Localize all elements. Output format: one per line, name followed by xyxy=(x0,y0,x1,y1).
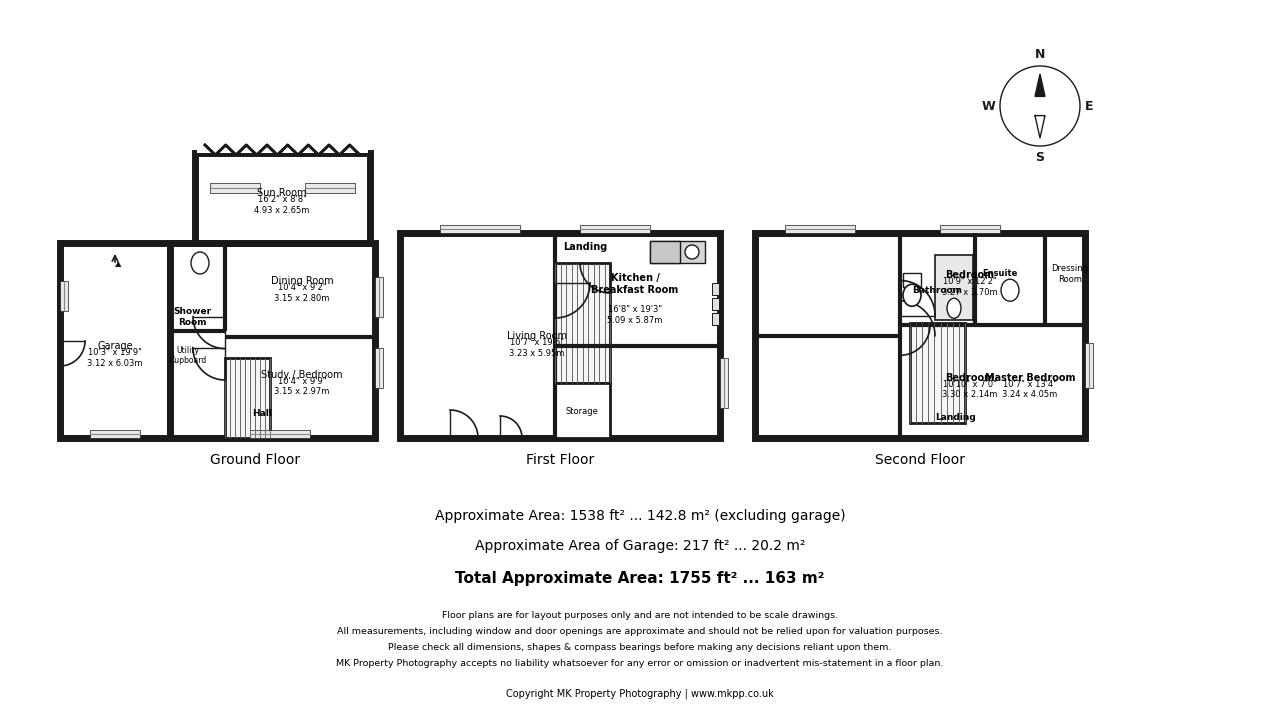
Bar xyxy=(305,183,355,193)
Bar xyxy=(934,255,973,320)
Ellipse shape xyxy=(902,284,922,306)
Bar xyxy=(375,276,383,316)
Text: 10'4" x 9'2"
3.15 x 2.80m: 10'4" x 9'2" 3.15 x 2.80m xyxy=(274,284,330,303)
Text: 16'8" x 19'3"
5.09 x 5.87m: 16'8" x 19'3" 5.09 x 5.87m xyxy=(607,305,663,324)
Bar xyxy=(712,299,719,310)
Bar xyxy=(60,281,68,311)
Text: Total Approximate Area: 1755 ft² ... 163 m²: Total Approximate Area: 1755 ft² ... 163… xyxy=(456,571,824,586)
Bar xyxy=(556,263,611,383)
Text: E: E xyxy=(1085,100,1093,112)
Text: Second Floor: Second Floor xyxy=(876,453,965,467)
Text: Storage: Storage xyxy=(566,407,599,415)
Text: ▲: ▲ xyxy=(115,259,122,268)
Text: 10'3" x 19'9"
3.12 x 6.03m: 10'3" x 19'9" 3.12 x 6.03m xyxy=(87,348,143,368)
Text: Bedroom: Bedroom xyxy=(946,270,995,280)
Text: All measurements, including window and door openings are approximate and should : All measurements, including window and d… xyxy=(337,627,943,637)
Text: Bathroom: Bathroom xyxy=(911,286,963,295)
Bar xyxy=(195,153,370,243)
Text: 10'7" x 19'6"
3.23 x 5.95m: 10'7" x 19'6" 3.23 x 5.95m xyxy=(509,338,564,358)
Bar xyxy=(60,243,170,438)
Bar xyxy=(225,358,270,438)
Text: 10'4" x 9'9"
3.15 x 2.97m: 10'4" x 9'9" 3.15 x 2.97m xyxy=(274,377,330,396)
Text: Study / Bedroom: Study / Bedroom xyxy=(261,369,343,379)
Text: Sun Room: Sun Room xyxy=(257,188,307,198)
Bar xyxy=(712,314,719,325)
Bar xyxy=(785,225,855,233)
Polygon shape xyxy=(1036,74,1044,97)
Text: Approximate Area: 1538 ft² ... 142.8 m² (excluding garage): Approximate Area: 1538 ft² ... 142.8 m² … xyxy=(435,509,845,523)
Polygon shape xyxy=(1036,115,1044,138)
Text: S: S xyxy=(1036,151,1044,164)
Text: 10'9" x 12'2"
3.27 x 3.70m: 10'9" x 12'2" 3.27 x 3.70m xyxy=(942,277,998,297)
Bar xyxy=(940,225,1000,233)
Bar xyxy=(375,348,383,388)
Bar xyxy=(399,233,719,438)
Circle shape xyxy=(1000,66,1080,146)
Bar xyxy=(197,138,369,153)
Text: Kitchen /
Breakfast Room: Kitchen / Breakfast Room xyxy=(591,274,678,295)
Text: Copyright MK Property Photography | www.mkpp.co.uk: Copyright MK Property Photography | www.… xyxy=(506,689,774,700)
Bar xyxy=(1085,343,1093,388)
Text: W: W xyxy=(982,100,995,112)
Bar xyxy=(580,225,650,233)
Ellipse shape xyxy=(947,299,961,318)
Text: Floor plans are for layout purposes only and are not intended to be scale drawin: Floor plans are for layout purposes only… xyxy=(442,611,838,621)
Bar xyxy=(440,225,520,233)
Ellipse shape xyxy=(1001,279,1019,301)
Text: Shower
Room: Shower Room xyxy=(173,307,211,326)
Text: Hall: Hall xyxy=(252,409,273,417)
Ellipse shape xyxy=(191,252,209,274)
Bar xyxy=(650,241,680,263)
Bar xyxy=(712,284,719,295)
Text: Approximate Area of Garage: 217 ft² ... 20.2 m²: Approximate Area of Garage: 217 ft² ... … xyxy=(475,539,805,553)
Circle shape xyxy=(685,245,699,259)
Text: Master Bedroom: Master Bedroom xyxy=(984,372,1075,382)
Bar xyxy=(755,233,1085,438)
Bar xyxy=(556,383,611,438)
Text: Please check all dimensions, shapes & compass bearings before making any decisio: Please check all dimensions, shapes & co… xyxy=(388,644,892,652)
Text: Ground Floor: Ground Floor xyxy=(210,453,300,467)
Text: 10'10" x 7'0"
3.30 x 2.14m: 10'10" x 7'0" 3.30 x 2.14m xyxy=(942,380,997,400)
Text: N: N xyxy=(1034,48,1046,61)
Text: Landing: Landing xyxy=(934,414,975,422)
Text: 16'2" x 8'8"
4.93 x 2.65m: 16'2" x 8'8" 4.93 x 2.65m xyxy=(255,195,310,215)
Text: Dressing
Room: Dressing Room xyxy=(1051,264,1088,284)
Bar xyxy=(250,430,310,438)
Text: Dining Room: Dining Room xyxy=(270,276,333,286)
Text: Bedroom: Bedroom xyxy=(946,372,995,382)
Bar xyxy=(902,274,922,287)
Text: Utility
Cupboard: Utility Cupboard xyxy=(169,346,206,365)
Text: 10'7" x 13'4"
3.24 x 4.05m: 10'7" x 13'4" 3.24 x 4.05m xyxy=(1002,380,1057,400)
Text: Landing: Landing xyxy=(563,242,607,252)
Text: Garage: Garage xyxy=(97,341,133,351)
Text: Ensuite: Ensuite xyxy=(982,269,1018,279)
Bar xyxy=(90,430,140,438)
Text: Living Room: Living Room xyxy=(507,331,567,341)
Text: MK Property Photography accepts no liability whatsoever for any error or omissio: MK Property Photography accepts no liabi… xyxy=(337,659,943,669)
Bar xyxy=(650,241,705,263)
Bar xyxy=(170,243,375,438)
Bar xyxy=(910,323,965,423)
Text: First Floor: First Floor xyxy=(526,453,594,467)
Bar xyxy=(719,358,728,408)
Bar xyxy=(210,183,260,193)
